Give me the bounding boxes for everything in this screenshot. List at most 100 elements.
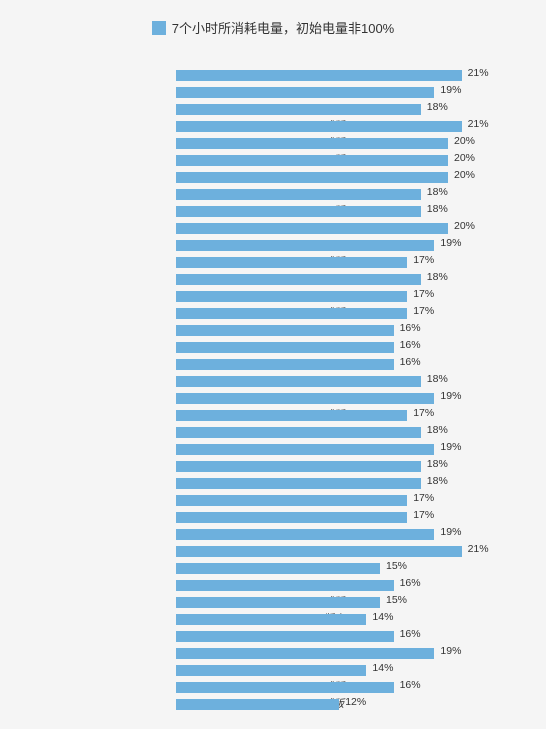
bar-fill bbox=[176, 699, 339, 710]
bar-value-label: 16% bbox=[400, 577, 421, 589]
bar-fill bbox=[176, 648, 434, 659]
bar-row: iOS 16 Beta 3'17% bbox=[176, 492, 516, 509]
bar-row: iOS 16 Beta 718% bbox=[176, 424, 516, 441]
bar-row: iOS16.2 RC版18% bbox=[176, 203, 516, 220]
bar-row: iOS 16.1 Beta 316% bbox=[176, 356, 516, 373]
bar-fill bbox=[176, 155, 448, 166]
bar-fill bbox=[176, 478, 421, 489]
bar-track: 17% bbox=[176, 410, 516, 421]
bar-track: 16% bbox=[176, 325, 516, 336]
bar-row: iOS 16.3 Beta 220% bbox=[176, 169, 516, 186]
bar-value-label: 15% bbox=[386, 594, 407, 606]
bar-row: iOS 16 Beta 317% bbox=[176, 509, 516, 526]
bar-fill bbox=[176, 427, 421, 438]
bar-value-label: 20% bbox=[454, 135, 475, 147]
bar-fill bbox=[176, 410, 407, 421]
bar-value-label: 19% bbox=[440, 645, 461, 657]
bar-row: iOS 15.6 Beta 116% bbox=[176, 577, 516, 594]
bar-value-label: 21% bbox=[468, 543, 489, 555]
bar-value-label: 18% bbox=[427, 271, 448, 283]
bar-value-label: 19% bbox=[440, 441, 461, 453]
bar-row: iOS 15.5 Beta 319% bbox=[176, 645, 516, 662]
bar-track: 14% bbox=[176, 665, 516, 676]
bar-row: iOS 16 Beta 121% bbox=[176, 543, 516, 560]
bar-value-label: 17% bbox=[413, 509, 434, 521]
bar-row: iOS 16.1正式版17% bbox=[176, 305, 516, 322]
bar-value-label: 18% bbox=[427, 424, 448, 436]
bar-row: iOS 16.1 Beta 516% bbox=[176, 322, 516, 339]
bar-value-label: 17% bbox=[413, 492, 434, 504]
bar-track: 19% bbox=[176, 240, 516, 251]
bar-value-label: 18% bbox=[427, 203, 448, 215]
bar-track: 19% bbox=[176, 393, 516, 404]
bar-track: 17% bbox=[176, 308, 516, 319]
bar-fill bbox=[176, 138, 448, 149]
bar-value-label: 17% bbox=[413, 288, 434, 300]
bar-track: 19% bbox=[176, 87, 516, 98]
bar-track: 20% bbox=[176, 172, 516, 183]
bar-fill bbox=[176, 206, 421, 217]
bar-fill bbox=[176, 461, 421, 472]
bar-track: 14% bbox=[176, 614, 516, 625]
bar-track: 17% bbox=[176, 495, 516, 506]
bar-fill bbox=[176, 87, 434, 98]
bar-fill bbox=[176, 376, 421, 387]
bar-value-label: 16% bbox=[400, 356, 421, 368]
bar-fill bbox=[176, 257, 407, 268]
bar-value-label: 16% bbox=[400, 628, 421, 640]
bar-value-label: 18% bbox=[427, 101, 448, 113]
bar-row: iOS 15.5 Beta 214% bbox=[176, 662, 516, 679]
bar-fill bbox=[176, 665, 366, 676]
bar-value-label: 17% bbox=[413, 407, 434, 419]
bar-value-label: 19% bbox=[440, 237, 461, 249]
bar-track: 16% bbox=[176, 682, 516, 693]
bar-fill bbox=[176, 495, 407, 506]
bar-fill bbox=[176, 172, 448, 183]
bar-track: 21% bbox=[176, 70, 516, 81]
bar-fill bbox=[176, 631, 394, 642]
legend-text: 7个小时所消耗电量，初始电量非100% bbox=[172, 21, 394, 36]
legend-swatch-icon bbox=[152, 21, 166, 35]
bar-fill bbox=[176, 223, 448, 234]
bar-track: 19% bbox=[176, 444, 516, 455]
bar-track: 15% bbox=[176, 563, 516, 574]
bar-row: iOS 16.4 Beta 118% bbox=[176, 101, 516, 118]
bar-value-label: 14% bbox=[372, 611, 393, 623]
bar-value-label: 20% bbox=[454, 220, 475, 232]
bar-track: 18% bbox=[176, 206, 516, 217]
bar-fill bbox=[176, 70, 462, 81]
bar-track: 18% bbox=[176, 461, 516, 472]
bar-row: iOS 16 Beta 619% bbox=[176, 441, 516, 458]
bar-fill bbox=[176, 342, 394, 353]
bar-row: iOS 16.2 Beta 117% bbox=[176, 288, 516, 305]
bar-fill bbox=[176, 393, 434, 404]
bar-fill bbox=[176, 563, 380, 574]
bars-area: iOS 16.4 Beta 321%iOS 16.4 Beta 219%iOS … bbox=[0, 67, 546, 713]
bar-value-label: 17% bbox=[413, 254, 434, 266]
bar-value-label: 18% bbox=[427, 475, 448, 487]
bar-track: 15% bbox=[176, 597, 516, 608]
bar-fill bbox=[176, 104, 421, 115]
bar-value-label: 19% bbox=[440, 526, 461, 538]
bar-track: 21% bbox=[176, 546, 516, 557]
bar-value-label: 20% bbox=[454, 152, 475, 164]
bar-track: 16% bbox=[176, 580, 516, 591]
bar-track: 18% bbox=[176, 478, 516, 489]
bar-fill bbox=[176, 308, 407, 319]
bar-track: 17% bbox=[176, 291, 516, 302]
bar-value-label: 21% bbox=[468, 67, 489, 79]
bar-fill bbox=[176, 189, 421, 200]
bar-row: iOS 16 Beta 418% bbox=[176, 475, 516, 492]
bar-row: iOS 15.6 Beta 215% bbox=[176, 560, 516, 577]
bar-value-label: 18% bbox=[427, 373, 448, 385]
bar-track: 19% bbox=[176, 648, 516, 659]
bar-track: 18% bbox=[176, 376, 516, 387]
bar-track: 16% bbox=[176, 631, 516, 642]
bar-fill bbox=[176, 512, 407, 523]
bar-fill bbox=[176, 546, 462, 557]
bar-track: 18% bbox=[176, 104, 516, 115]
bar-value-label: 14% bbox=[372, 662, 393, 674]
bar-value-label: 19% bbox=[440, 390, 461, 402]
bar-track: 16% bbox=[176, 359, 516, 370]
bar-value-label: 18% bbox=[427, 458, 448, 470]
